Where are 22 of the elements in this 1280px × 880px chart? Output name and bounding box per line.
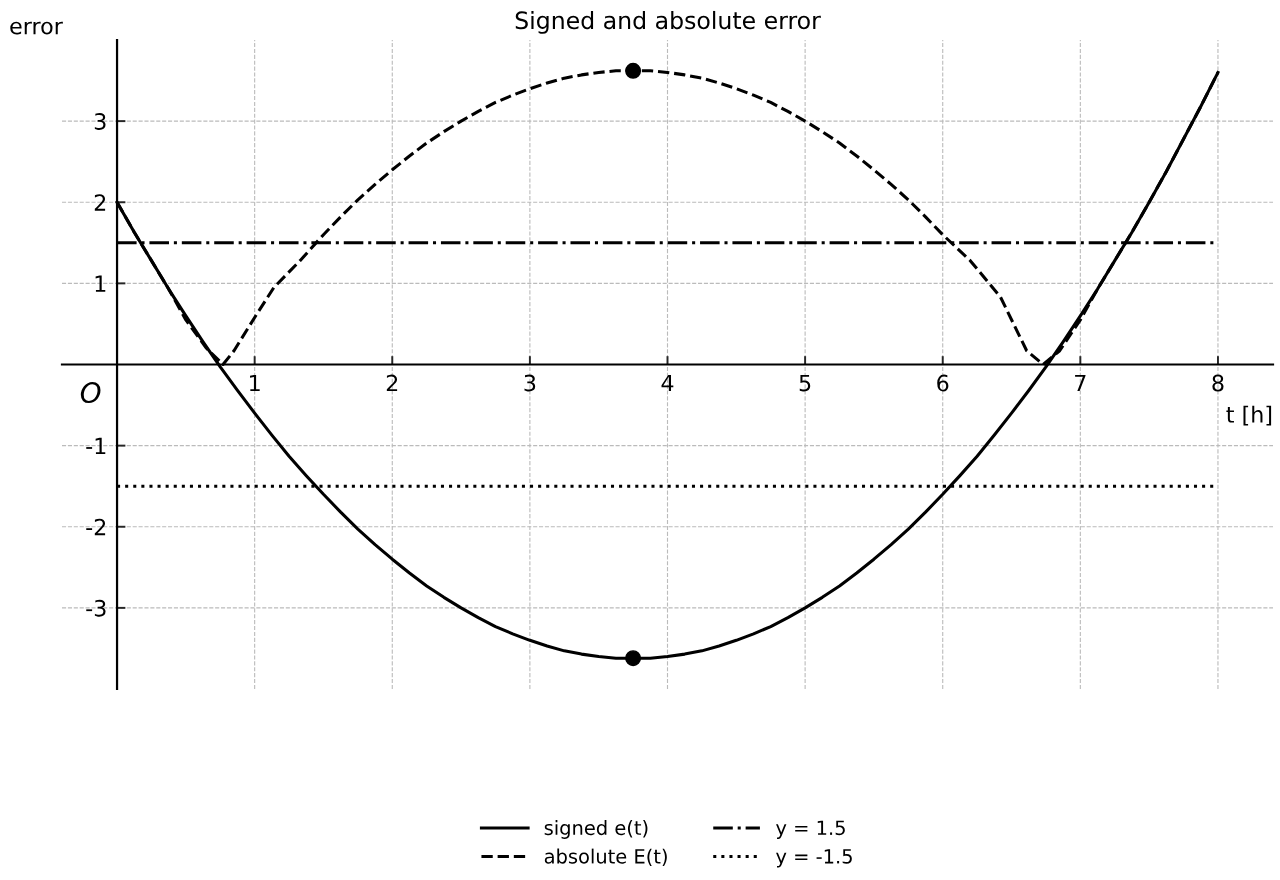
x-tick-label: 6	[937, 374, 949, 392]
x-tick-label: 5	[799, 374, 811, 392]
chart-title: Signed and absolute error	[515, 10, 821, 34]
x-axis-title: t [h]	[1226, 405, 1272, 426]
y-tick-label: -3	[86, 599, 106, 617]
x-tick-label: 1	[250, 374, 260, 392]
x-tick-label: 7	[1075, 374, 1086, 392]
legend-label: absolute E(t)	[544, 848, 667, 866]
y-tick-label: -1	[86, 437, 106, 455]
legend-label: y = -1.5	[776, 849, 852, 868]
legend-label: y = 1.5	[776, 820, 845, 839]
annotation: O	[80, 382, 101, 404]
x-tick-label: 4	[661, 374, 674, 392]
x-tick-label: 8	[1212, 374, 1224, 392]
x-tick-label: 2	[386, 374, 398, 392]
y-tick-label: -2	[86, 518, 106, 536]
y-tick-label: 3	[94, 113, 106, 130]
x-tick-label: 3	[524, 374, 536, 392]
y-tick-label: 2	[94, 194, 106, 211]
y-axis-title: error	[10, 21, 63, 35]
legend-label: signed e(t)	[544, 820, 648, 839]
y-tick-label: 1	[95, 275, 106, 292]
